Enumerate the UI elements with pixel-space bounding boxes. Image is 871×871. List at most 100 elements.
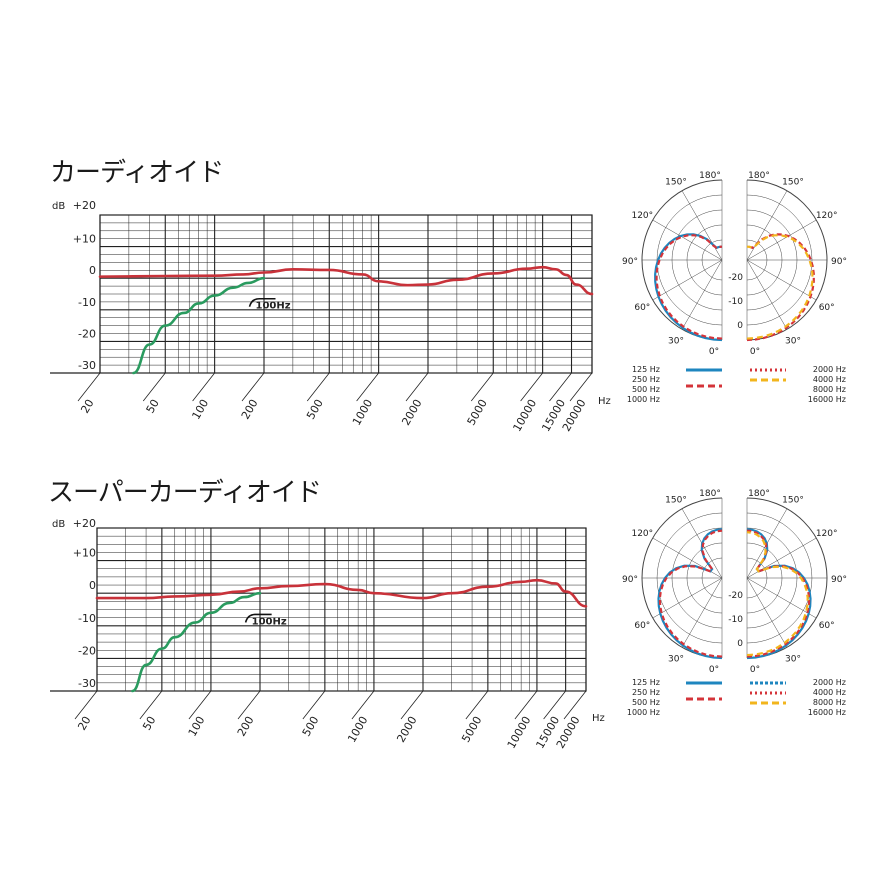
- legend-label-left: 1000 Hz: [627, 708, 660, 717]
- legend-label-left: 500 Hz: [632, 385, 660, 394]
- y-tick-label: +20: [73, 199, 96, 212]
- polar-plot-left: 180° 150° 120° 90° 60° 30° 0°: [622, 489, 723, 675]
- polar-spoke: [746, 219, 817, 261]
- y-tick-label: -10: [78, 296, 96, 309]
- polar-pattern: [658, 529, 723, 658]
- x-tick-label: 5000: [459, 714, 484, 745]
- legend-label-left: 250 Hz: [632, 375, 660, 384]
- polar-pattern: [655, 234, 723, 340]
- polar-angle-label: 180°: [699, 489, 721, 499]
- polar-angle-label: 60°: [819, 303, 835, 313]
- polar-spoke: [652, 577, 723, 619]
- polar-angle-label: 150°: [782, 177, 804, 187]
- legend-label-right: 16000 Hz: [808, 708, 846, 717]
- x-tick-mark: [306, 372, 330, 402]
- chart-title-cardioid: カーディオイド: [50, 158, 224, 188]
- polar-plot-right: 180° 150° 120° 90° 60° 30° 0° -20 -10 0: [728, 171, 847, 357]
- polar-angle-label: 150°: [665, 495, 687, 505]
- legend-label-left: 125 Hz: [632, 678, 660, 687]
- y-tick-label: -20: [78, 327, 96, 340]
- y-tick-label: -30: [78, 359, 96, 372]
- lowcut-curve: [132, 276, 266, 375]
- legend-label-right: 8000 Hz: [813, 698, 846, 707]
- x-tick-mark: [400, 690, 424, 720]
- x-tick-mark: [192, 372, 215, 402]
- x-tick-mark: [465, 690, 489, 720]
- polar-angle-label: 60°: [819, 621, 835, 631]
- polar-pattern: [746, 234, 814, 340]
- legend-label-right: 2000 Hz: [813, 365, 846, 374]
- polar-angle-label: 150°: [665, 177, 687, 187]
- polar-spoke: [681, 259, 723, 330]
- x-tick-mark: [188, 690, 212, 720]
- x-tick-mark: [241, 372, 265, 402]
- polar-radial-label: -20: [728, 591, 743, 601]
- y-tick-label: +10: [73, 547, 96, 560]
- polar-plot-right: 180° 150° 120° 90° 60° 30° 0° -20 -10 0: [728, 489, 847, 675]
- polar-spoke: [746, 190, 788, 261]
- polar-pattern: [746, 529, 811, 658]
- x-tick-label: 2000: [394, 714, 419, 745]
- x-tick-label: 500: [300, 714, 322, 739]
- polar-angle-label: 30°: [668, 337, 684, 347]
- response-curve: [95, 578, 588, 608]
- polar-angle-label: 120°: [631, 211, 653, 221]
- polar-angle-label: 180°: [699, 171, 721, 181]
- legend-label-right: 4000 Hz: [813, 688, 846, 697]
- polar-spoke: [681, 190, 723, 261]
- polar-spoke: [746, 259, 788, 330]
- polar-angle-label: 150°: [782, 495, 804, 505]
- y-tick-label: -10: [78, 612, 96, 625]
- x-unit-label: Hz: [598, 396, 611, 407]
- polar-angle-label: 90°: [831, 575, 847, 585]
- x-tick-mark: [74, 690, 98, 720]
- legend-label-right: 8000 Hz: [813, 385, 846, 394]
- x-tick-mark: [543, 690, 566, 720]
- chart-title-supercardioid: スーパーカーディオイド: [48, 478, 322, 508]
- polar-radial-label: -10: [728, 615, 743, 625]
- y-axis-label: dB: [52, 519, 65, 530]
- polar-pattern: [746, 233, 815, 342]
- x-tick-label: 50: [140, 714, 158, 733]
- polar-pattern: [657, 528, 723, 660]
- polar-angle-label: 0°: [750, 347, 760, 357]
- legend-label-right: 2000 Hz: [813, 678, 846, 687]
- x-tick-mark: [549, 372, 572, 402]
- x-tick-mark: [302, 690, 326, 720]
- polar-spoke: [746, 577, 788, 648]
- filter-label: 100Hz: [256, 301, 291, 312]
- y-tick-label: +20: [73, 517, 96, 530]
- polar-spoke: [652, 259, 723, 301]
- y-tick-label: -30: [78, 677, 96, 690]
- polar-radial-label: -20: [728, 273, 743, 283]
- x-tick-mark: [514, 690, 538, 720]
- polar-radial-label: -10: [728, 297, 743, 307]
- polar-angle-label: 120°: [631, 529, 653, 539]
- highpass-filter-icon: [244, 613, 272, 623]
- polar-spoke: [746, 259, 817, 301]
- polar-spoke: [746, 577, 817, 619]
- filter-label: 100Hz: [252, 616, 287, 627]
- x-tick-label: 50: [144, 397, 162, 416]
- polar-angle-label: 90°: [622, 257, 638, 267]
- legend-label-left: 1000 Hz: [627, 395, 660, 404]
- legend-label-left: 125 Hz: [632, 365, 660, 374]
- x-tick-label: 20: [78, 397, 96, 416]
- y-tick-label: 0: [89, 579, 96, 592]
- polar-angle-label: 90°: [622, 575, 638, 585]
- lowcut-curve: [131, 591, 262, 693]
- x-tick-mark: [142, 372, 166, 402]
- response-curve: [98, 265, 594, 296]
- polar-radial-label: 0: [737, 321, 743, 331]
- polar-plot-left: 180° 150° 120° 90° 60° 30° 0°: [622, 171, 723, 357]
- legend-label-right: 4000 Hz: [813, 375, 846, 384]
- polar-angle-label: 120°: [816, 211, 838, 221]
- polar-angle-label: 30°: [785, 655, 801, 665]
- polar-angle-label: 0°: [709, 665, 719, 675]
- polar-pattern: [746, 531, 809, 657]
- x-tick-mark: [405, 372, 429, 402]
- polar-angle-label: 0°: [750, 665, 760, 675]
- y-axis-label: dB: [52, 201, 65, 212]
